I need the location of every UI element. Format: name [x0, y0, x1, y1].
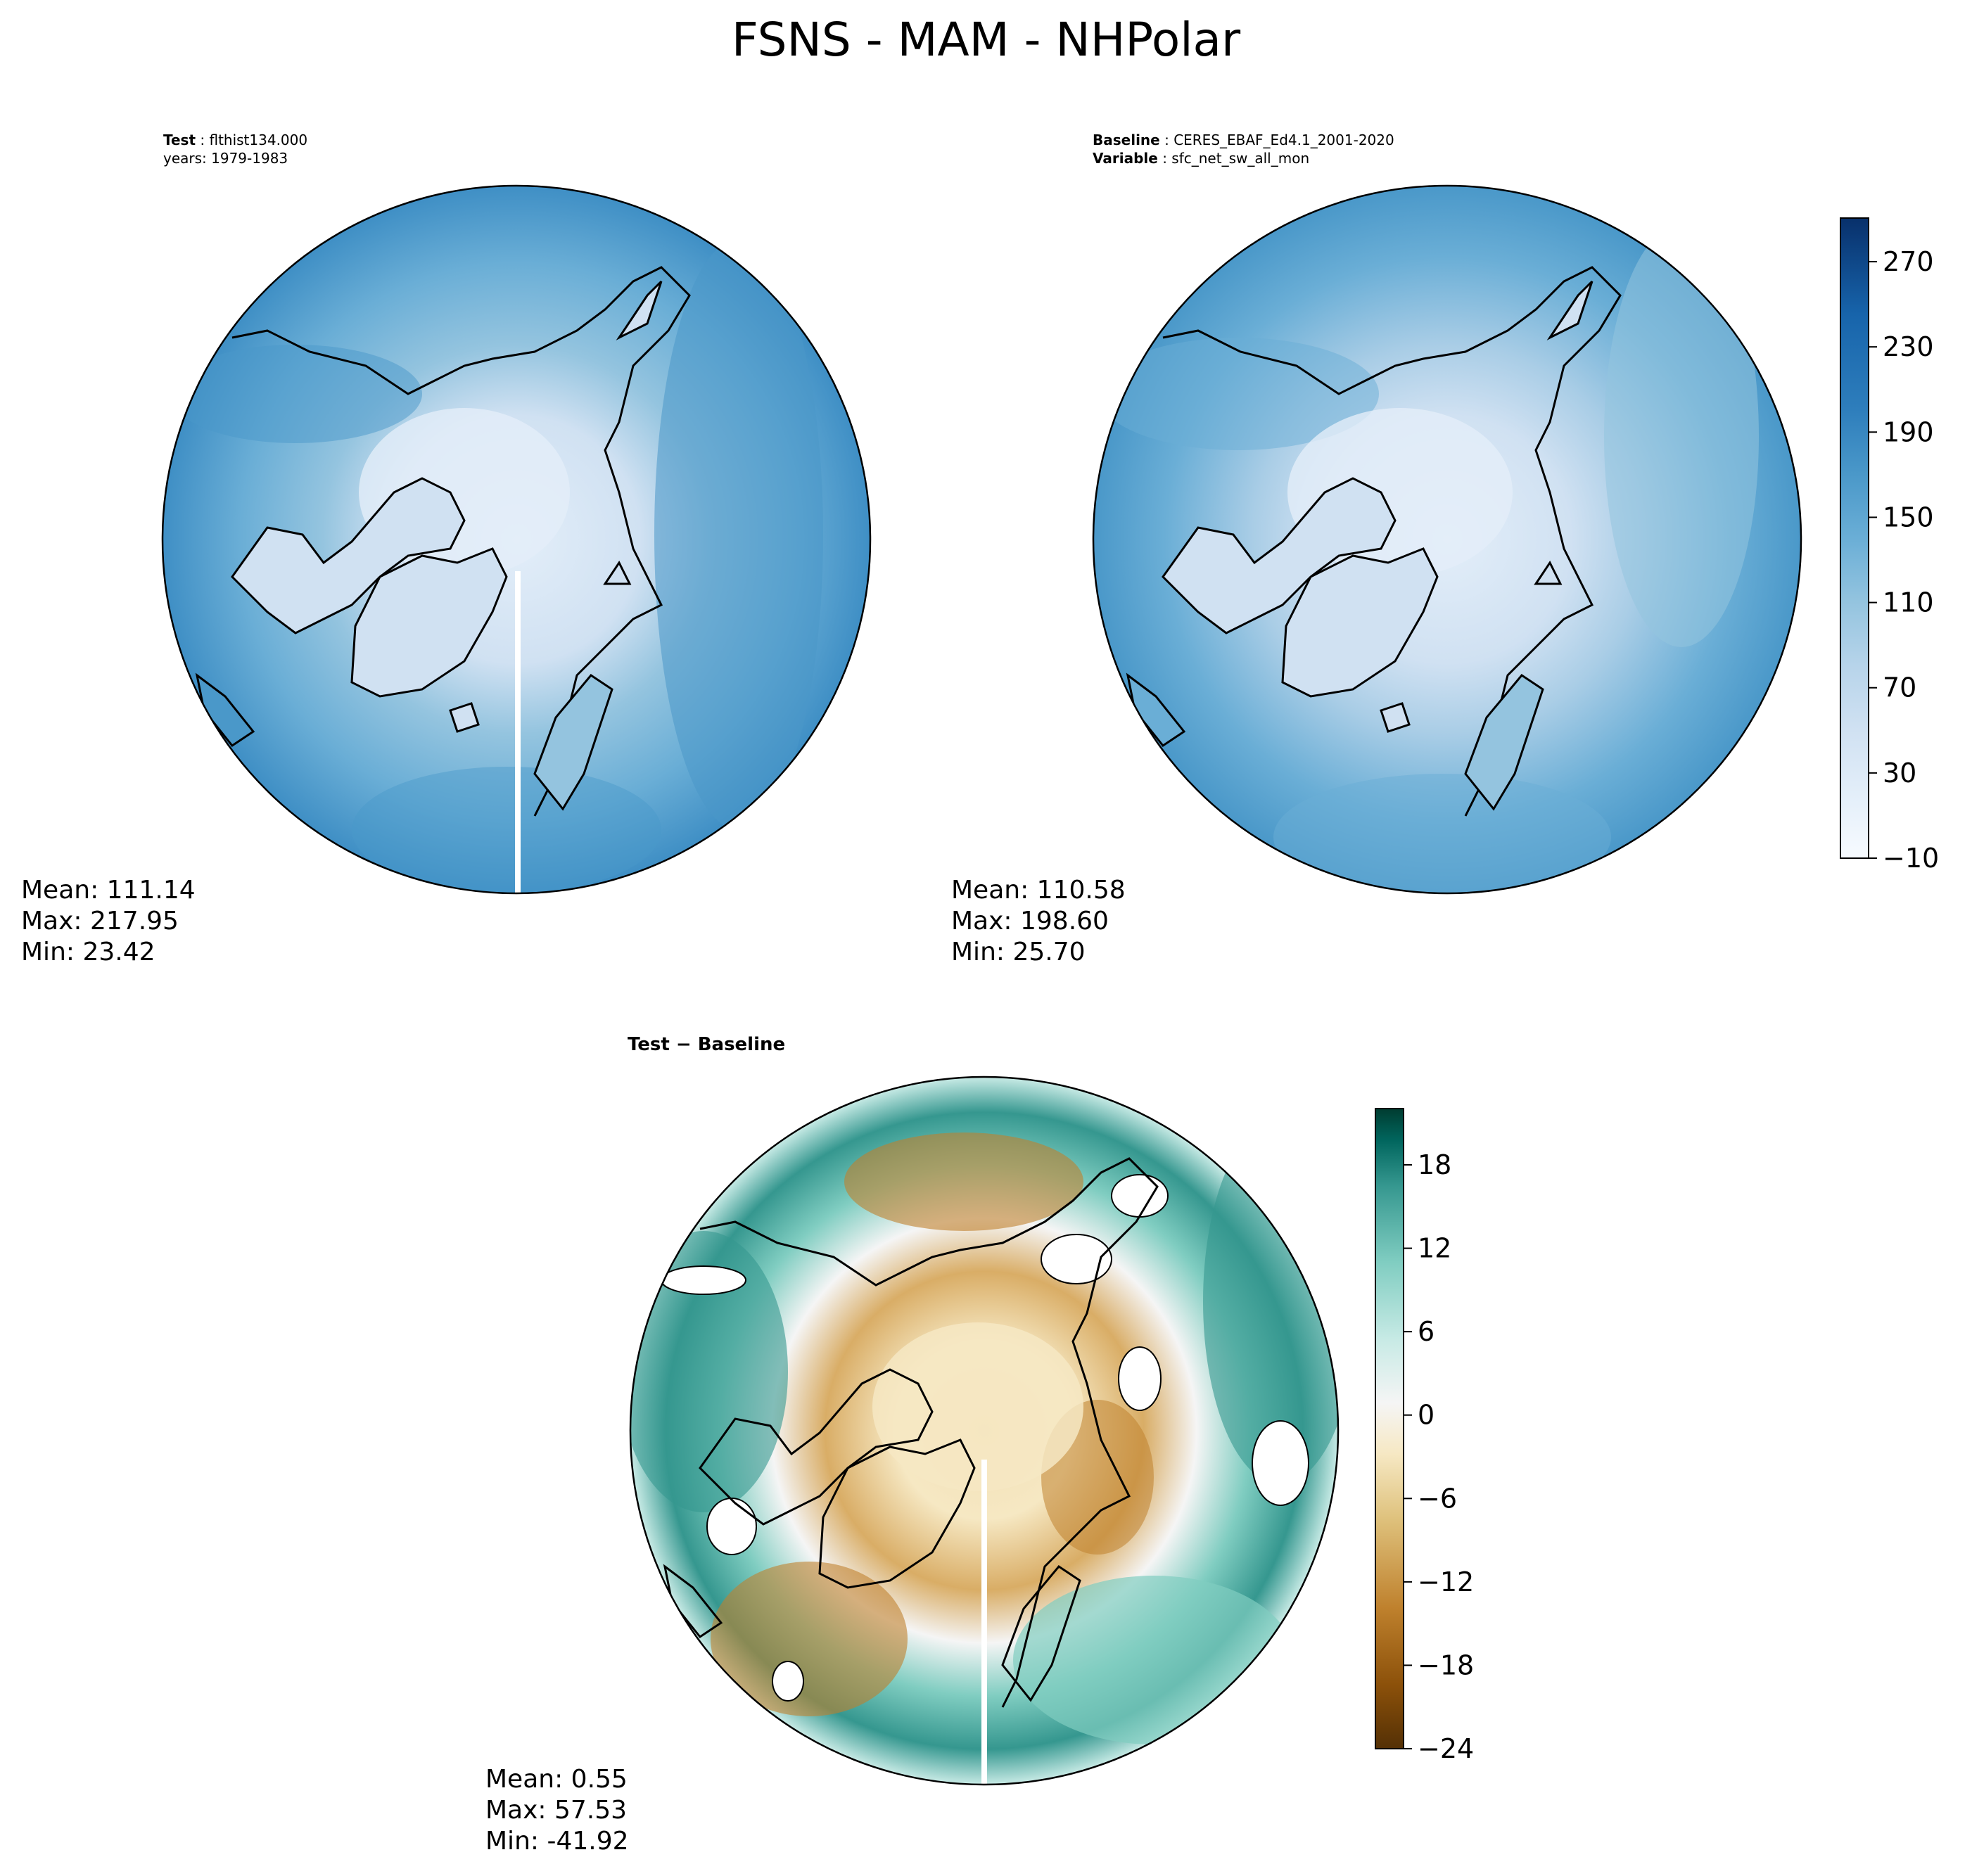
figure-title: FSNS - MAM - NHPolar [731, 13, 1241, 67]
test-stats: Mean: 111.14 Max: 217.95 Min: 23.42 [21, 875, 196, 968]
test-panel-title: Test : flthist134.000 years: 1979-1983 [163, 132, 308, 167]
test-years: years: 1979-1983 [163, 150, 288, 167]
diff-colorbar: 18 12 6 0 −6 −12 −18 −24 [1375, 1108, 1474, 1764]
baseline-panel-title: Baseline : CERES_EBAF_Ed4.1_2001-2020 Va… [1093, 132, 1394, 167]
baseline-map [1092, 184, 1802, 895]
diff-colorbar-tick-label: −6 [1418, 1483, 1457, 1514]
diff-max: Max: 57.53 [485, 1796, 628, 1825]
main-colorbar-tick-label: 230 [1883, 331, 1934, 362]
diff-colorbar-tick-label: 18 [1418, 1149, 1451, 1180]
test-map [161, 184, 872, 895]
main-colorbar-tick-label: 270 [1883, 246, 1934, 277]
test-label: Test [163, 132, 196, 148]
baseline-dataset: CERES_EBAF_Ed4.1_2001-2020 [1173, 132, 1394, 148]
diff-colorbar-tick-label: −24 [1418, 1733, 1474, 1764]
diff-mean: Mean: 0.55 [485, 1765, 628, 1794]
diff-stats: Mean: 0.55 Max: 57.53 Min: -41.92 [485, 1764, 629, 1857]
main-colorbar-tick-label: 30 [1883, 758, 1916, 789]
baseline-max: Max: 198.60 [951, 907, 1109, 936]
baseline-stats: Mean: 110.58 Max: 198.60 Min: 25.70 [951, 875, 1126, 968]
variable-label: Variable [1093, 150, 1158, 167]
diff-colorbar-tick-label: 6 [1418, 1316, 1435, 1347]
baseline-mean: Mean: 110.58 [951, 876, 1126, 905]
diff-min: Min: -41.92 [485, 1827, 629, 1856]
main-colorbar: 270 230 190 150 110 70 30 −10 [1840, 217, 1939, 874]
variable-name: sfc_net_sw_all_mon [1171, 150, 1310, 167]
baseline-label: Baseline [1093, 132, 1160, 148]
diff-colorbar-tick-label: 12 [1418, 1233, 1451, 1264]
main-colorbar-tick-label: 190 [1883, 416, 1934, 447]
diff-panel-title: Test − Baseline [628, 1034, 786, 1055]
diff-colorbar-tick-label: −12 [1418, 1566, 1474, 1597]
baseline-min: Min: 25.70 [951, 938, 1086, 966]
diff-map [629, 1076, 1340, 1786]
test-mean: Mean: 111.14 [21, 876, 196, 905]
main-colorbar-tick-label: −10 [1883, 843, 1939, 874]
test-case-name: flthist134.000 [209, 132, 308, 148]
test-max: Max: 217.95 [21, 907, 179, 936]
main-colorbar-tick-label: 110 [1883, 587, 1934, 618]
diff-colorbar-tick-label: 0 [1418, 1400, 1435, 1431]
main-colorbar-tick-label: 70 [1883, 672, 1916, 703]
diff-colorbar-tick-label: −18 [1418, 1650, 1474, 1680]
test-min: Min: 23.42 [21, 938, 155, 966]
main-colorbar-tick-label: 150 [1883, 502, 1934, 532]
